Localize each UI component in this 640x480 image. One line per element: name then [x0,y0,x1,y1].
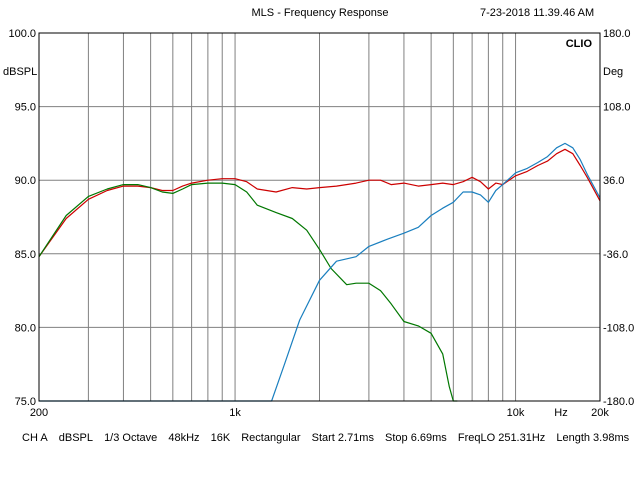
sample-rate-label: 48kHz [168,432,199,444]
y2-tick-label: 180.0 [603,28,631,40]
y2-axis-label: Deg [603,66,623,78]
x-tick-label: 1k [229,407,241,419]
y2-tick-label: 108.0 [603,102,631,114]
y-tick-label: 95.0 [15,102,36,114]
series-line-2 [39,183,457,401]
y-tick-label: 100.0 [8,28,36,40]
smoothing-label: 1/3 Octave [104,432,157,444]
channel-label: CH A [22,432,48,444]
stop-label: Stop 6.69ms [385,432,447,444]
unit-label: dBSPL [59,432,93,444]
x-tick-label: 10k [507,407,525,419]
clio-brand-label: CLIO [566,38,593,50]
y-tick-label: 85.0 [15,249,36,261]
x-tick-label: 200 [30,407,48,419]
start-label: Start 2.71ms [312,432,374,444]
y-tick-label: 90.0 [15,175,36,187]
axis-labels: 100.095.090.085.080.075.0180.0108.036.0-… [3,28,634,419]
freq-lo-label: FreqLO 251.31Hz [458,432,545,444]
y2-tick-label: 36.0 [603,175,624,187]
window-label: Rectangular [241,432,300,444]
x-axis-label: Hz [554,407,567,419]
size-label: 16K [211,432,231,444]
x-tick-label: 20k [591,407,609,419]
y-tick-label: 80.0 [15,322,36,334]
grid [39,33,600,401]
y2-tick-label: -108.0 [603,322,634,334]
y2-tick-label: -36.0 [603,249,628,261]
length-label: Length 3.98ms [556,432,629,444]
y-axis-label: dBSPL [3,66,37,78]
measurement-settings: CH A dBSPL 1/3 Octave 48kHz 16K Rectangu… [22,432,637,444]
